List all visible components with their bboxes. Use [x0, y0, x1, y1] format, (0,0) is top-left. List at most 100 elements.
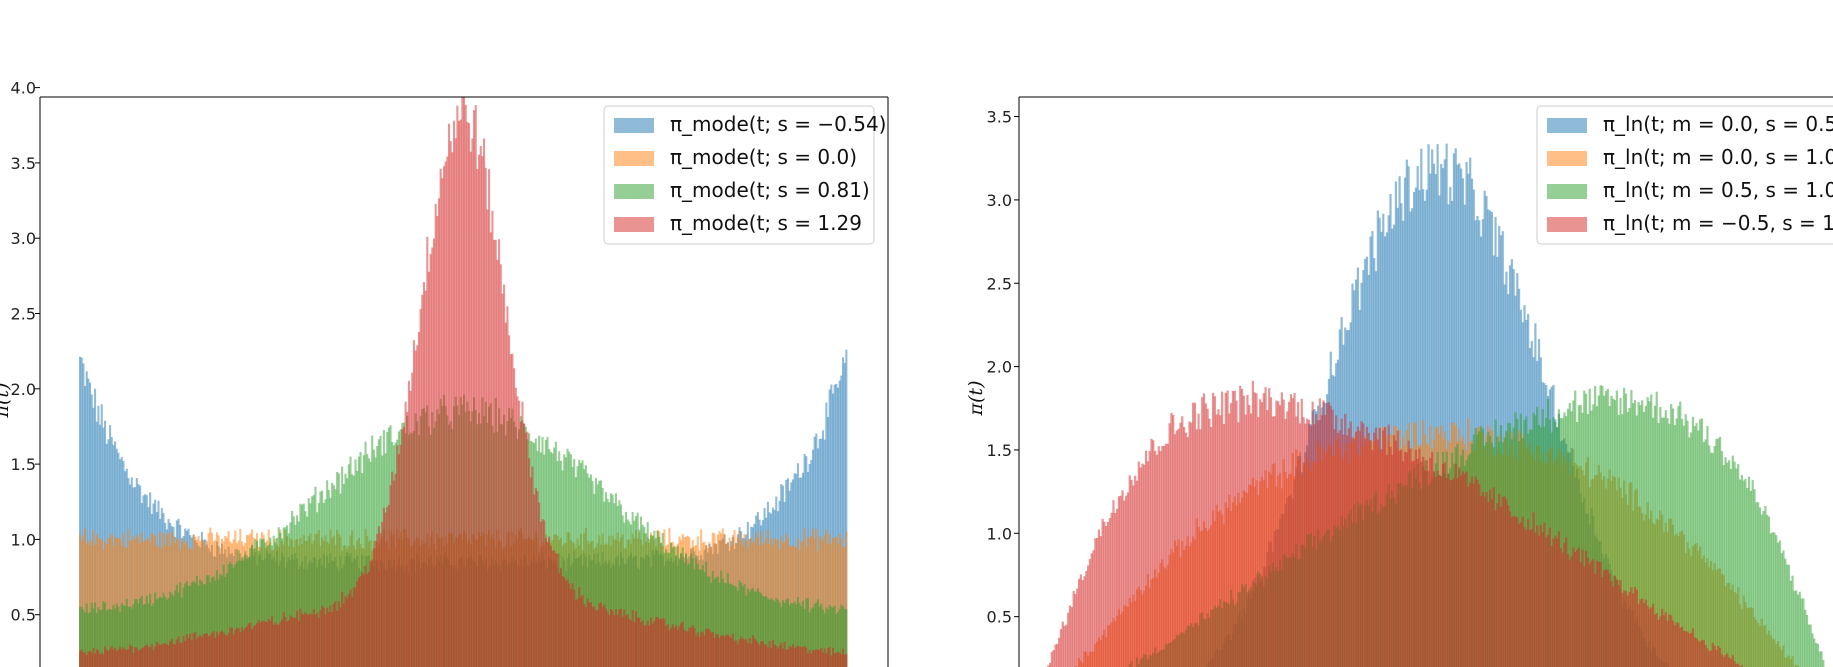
histogram-bar: [174, 644, 177, 667]
histogram-bar: [1072, 590, 1075, 667]
histogram-bar: [194, 583, 197, 667]
histogram-bar: [1253, 392, 1256, 667]
histogram-bar: [818, 650, 821, 667]
legend-entry-label: π_mode(t; s = 1.29: [670, 211, 862, 235]
histogram-bar: [518, 400, 521, 667]
histogram-bar: [165, 599, 168, 667]
histogram-bar: [184, 583, 187, 667]
histogram-bar: [1570, 411, 1573, 667]
series-3-bars: [79, 97, 848, 667]
histogram-bar: [748, 591, 751, 667]
histogram-bar: [276, 624, 279, 667]
histogram-bar: [1599, 561, 1602, 667]
histogram-bar: [1304, 423, 1307, 667]
histogram-bar: [1613, 576, 1617, 667]
histogram-bar: [1134, 475, 1137, 667]
histogram-bar: [1610, 580, 1613, 667]
histogram-bar: [1664, 410, 1667, 667]
histogram-bar: [1530, 529, 1533, 667]
histogram-bar: [1715, 438, 1718, 667]
histogram-bar: [1108, 518, 1111, 667]
histogram-bar: [1096, 537, 1099, 667]
histogram-bar: [1563, 412, 1566, 667]
histogram-bar: [239, 560, 242, 667]
right-panel: 0.51.01.52.02.53.03.5 π(t) π_ln(t; m = 0…: [965, 96, 1833, 667]
histogram-bar: [683, 562, 686, 667]
histogram-bar: [1661, 417, 1664, 667]
histogram-bar: [1449, 480, 1452, 667]
histogram-bar: [1244, 414, 1247, 667]
histogram-bar: [845, 349, 848, 667]
legend-swatch: [614, 184, 654, 199]
histogram-bar: [1728, 460, 1731, 667]
histogram-bar: [651, 623, 654, 667]
histogram-bar: [80, 649, 83, 667]
histogram-bar: [766, 647, 769, 667]
histogram-bar: [137, 651, 140, 667]
histogram-bar: [1498, 493, 1501, 667]
histogram-bar: [584, 465, 587, 667]
histogram-bar: [1639, 599, 1642, 667]
histogram-bar: [1684, 414, 1687, 667]
histogram-bar: [1744, 478, 1747, 667]
histogram-bar: [504, 322, 507, 667]
histogram-bar: [651, 536, 654, 667]
histogram-bar: [701, 631, 704, 667]
histogram-bar: [826, 417, 830, 667]
histogram-bar: [1786, 564, 1789, 667]
histogram-bar: [1800, 598, 1803, 667]
histogram-bar: [225, 635, 228, 667]
histogram-bar: [553, 550, 556, 667]
histogram-bar: [783, 641, 786, 667]
histogram-bar: [1623, 387, 1626, 667]
histogram-bar: [544, 537, 547, 667]
histogram-bar: [708, 629, 711, 667]
histogram-bar: [805, 598, 808, 667]
histogram-bar: [741, 638, 744, 667]
histogram-bar: [1351, 437, 1354, 667]
histogram-bar: [1327, 402, 1331, 667]
histogram-bar: [750, 643, 753, 667]
histogram-bar: [1398, 450, 1401, 667]
histogram-bar: [1784, 558, 1787, 667]
histogram-bar: [660, 619, 663, 667]
legend-swatch: [614, 118, 654, 133]
histogram-bar: [154, 646, 157, 667]
histogram-bar: [808, 612, 811, 667]
histogram-bar: [1061, 621, 1064, 667]
histogram-bar: [1356, 426, 1360, 667]
histogram-bar: [412, 340, 415, 667]
histogram-bar: [1427, 144, 1430, 667]
histogram-bar: [695, 635, 698, 667]
histogram-bar: [1373, 432, 1376, 667]
histogram-bar: [112, 605, 115, 667]
histogram-bar: [260, 539, 264, 667]
histogram-bar: [1297, 402, 1300, 667]
histogram-bar: [636, 617, 639, 667]
histogram-bar: [134, 599, 137, 667]
histogram-bar: [1546, 535, 1550, 667]
histogram-bar: [696, 563, 699, 667]
histogram-bar: [362, 455, 365, 667]
histogram-bar: [781, 600, 784, 667]
histogram-bar: [84, 612, 87, 667]
histogram-bar: [1405, 159, 1408, 667]
histogram-bar: [1521, 516, 1524, 667]
histogram-bar: [110, 534, 113, 667]
histogram-bar: [1798, 591, 1801, 667]
histogram-bar: [1293, 393, 1296, 667]
histogram-bar: [1445, 143, 1448, 667]
histogram-bar: [841, 648, 845, 667]
histogram-bar: [780, 536, 783, 667]
histogram-bar: [1329, 405, 1332, 667]
histogram-bar: [1186, 437, 1189, 667]
histogram-bar: [1724, 457, 1727, 667]
histogram-bar: [788, 605, 791, 667]
histogram-bar: [1581, 412, 1584, 667]
histogram-bar: [611, 494, 614, 667]
histogram-bar: [1680, 626, 1684, 667]
histogram-bar: [1780, 553, 1783, 667]
histogram-bar: [1340, 418, 1343, 667]
histogram-bar: [1635, 589, 1638, 667]
histogram-bar: [644, 624, 648, 667]
